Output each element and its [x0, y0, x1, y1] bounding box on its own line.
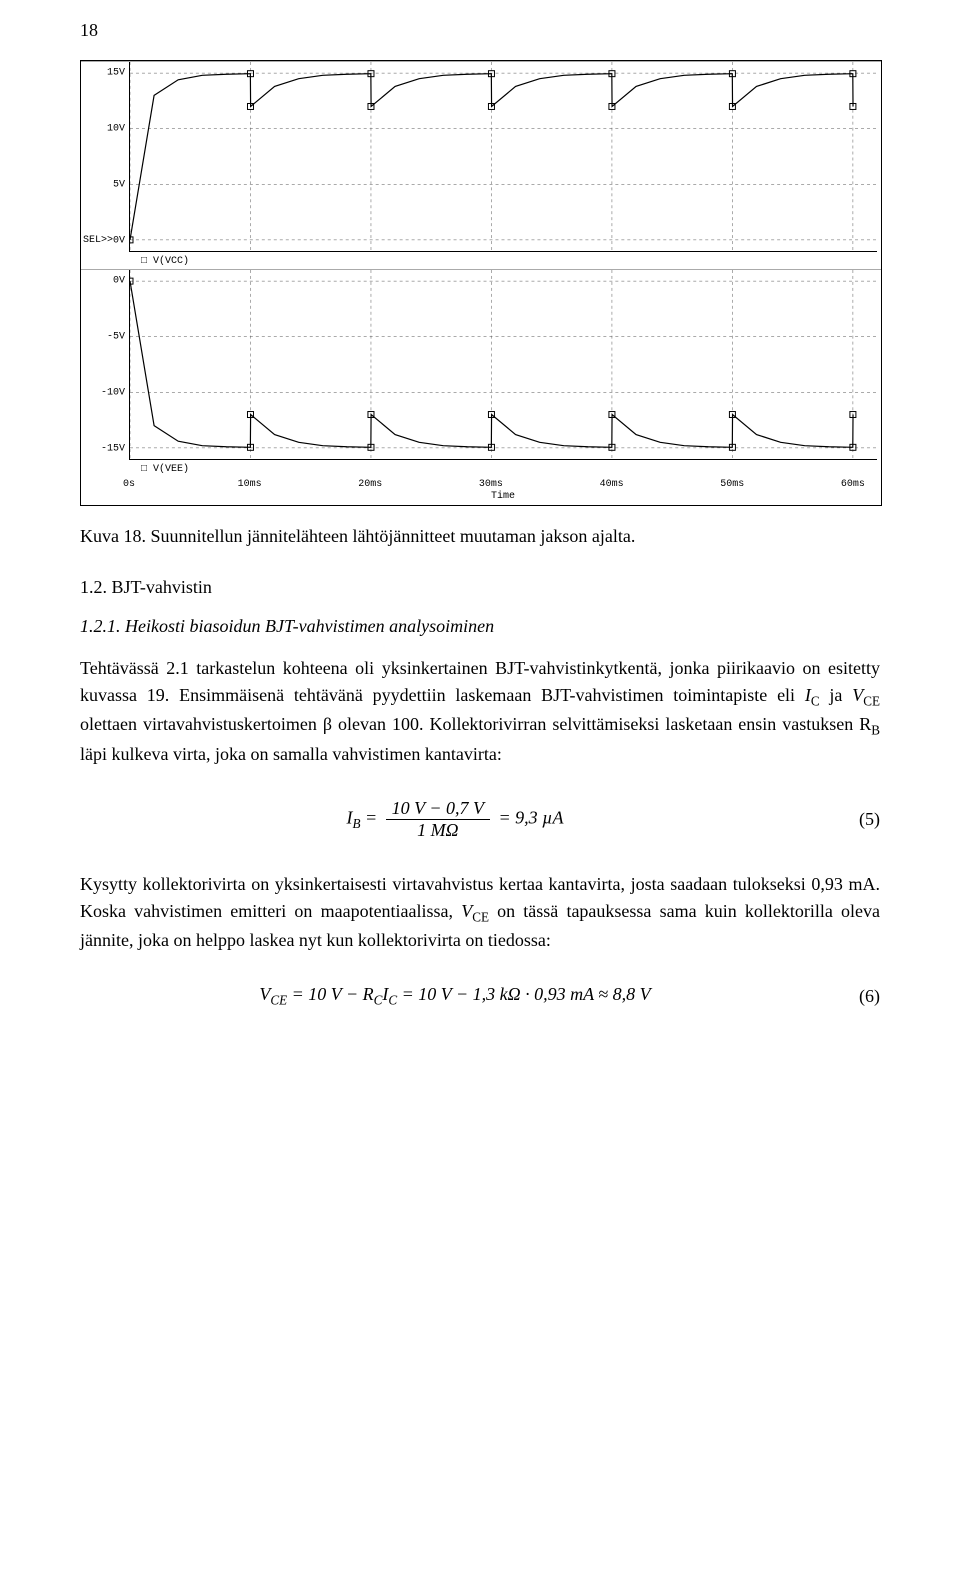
equation-5-body: IB = 10 V − 0,7 V1 MΩ = 9,3 µA [80, 798, 830, 841]
sel-marker: SEL>> [83, 235, 113, 246]
x-tick-label: 50ms [720, 479, 744, 490]
text: ja [820, 685, 853, 705]
paragraph-1: Tehtävässä 2.1 tarkastelun kohteena oli … [80, 655, 880, 768]
subsection-heading: 1.2.1. Heikosti biasoidun BJT-vahvistime… [80, 616, 880, 637]
x-tick-label: 0s [123, 479, 135, 490]
x-tick-label: 10ms [238, 479, 262, 490]
text: 1 MΩ [386, 820, 490, 841]
y-tick-label: -5V [107, 332, 125, 343]
text: Tehtävässä 2.1 tarkastelun kohteena oli … [80, 658, 880, 705]
text: = 9,3 µA [494, 807, 564, 827]
text: B [352, 816, 360, 831]
y-tick-label: 0V [113, 235, 125, 246]
text: läpi kulkeva virta, joka on samalla vahv… [80, 744, 502, 764]
text: CE [270, 992, 287, 1007]
figure-caption: Kuva 18. Suunnitellun jännitelähteen läh… [80, 526, 880, 547]
y-tick-label: 15V [107, 68, 125, 79]
legend-vcc-text: V(VCC) [153, 256, 189, 267]
y-tick-label: 5V [113, 179, 125, 190]
y-tick-label: -15V [101, 443, 125, 454]
text: V [461, 901, 472, 921]
text: C [811, 694, 820, 709]
equation-5: IB = 10 V − 0,7 V1 MΩ = 9,3 µA (5) [80, 798, 880, 841]
x-tick-label: 40ms [600, 479, 624, 490]
equation-6-body: VCE = 10 V − RCIC = 10 V − 1,3 kΩ · 0,93… [80, 984, 830, 1009]
equation-6: VCE = 10 V − RCIC = 10 V − 1,3 kΩ · 0,93… [80, 984, 880, 1009]
x-tick-label: 30ms [479, 479, 503, 490]
section-heading: 1.2. BJT-vahvistin [80, 577, 880, 598]
text: CE [472, 909, 489, 924]
paragraph-2: Kysytty kollektorivirta on yksinkertaise… [80, 871, 880, 954]
x-tick-label: 60ms [841, 479, 865, 490]
plot-bottom [129, 270, 877, 460]
legend-vee-text: V(VEE) [153, 464, 189, 475]
text: = 10 V − R [287, 984, 373, 1004]
text: = [361, 807, 382, 827]
oscilloscope-chart: 15V10V5V0V SEL>> □ V(VCC) 0V-5V-10V-15V … [80, 60, 882, 506]
text: V [259, 984, 270, 1004]
legend-vee: □ V(VEE) [141, 460, 881, 477]
equation-5-number: (5) [830, 809, 880, 830]
x-axis: Time 0s10ms20ms30ms40ms50ms60ms [129, 477, 877, 505]
text: olettaen virtavahvistuskertoimen β oleva… [80, 714, 871, 734]
y-axis-bottom: 0V -5V -10V -15V [81, 270, 129, 460]
chart-panel-vee: 0V -5V -10V -15V [81, 269, 881, 460]
legend-vcc: □ V(VCC) [141, 252, 881, 269]
y-tick-label: 0V [113, 276, 125, 287]
y-axis-top: 15V 10V 5V 0V [81, 62, 129, 252]
text: CE [863, 694, 880, 709]
text: V [852, 685, 863, 705]
text: = 10 V − 1,3 kΩ · 0,93 mA ≈ 8,8 V [397, 984, 651, 1004]
page-number: 18 [80, 20, 98, 41]
text: 10 V − 0,7 V [386, 798, 490, 820]
chart-panel-vcc: 15V 10V 5V 0V SEL>> [81, 61, 881, 252]
x-tick-label: 20ms [358, 479, 382, 490]
text: C [388, 992, 397, 1007]
y-tick-label: -10V [101, 387, 125, 398]
x-axis-title: Time [129, 491, 877, 502]
plot-top [129, 62, 877, 252]
equation-6-number: (6) [830, 986, 880, 1007]
text: B [871, 723, 880, 738]
y-tick-label: 10V [107, 124, 125, 135]
